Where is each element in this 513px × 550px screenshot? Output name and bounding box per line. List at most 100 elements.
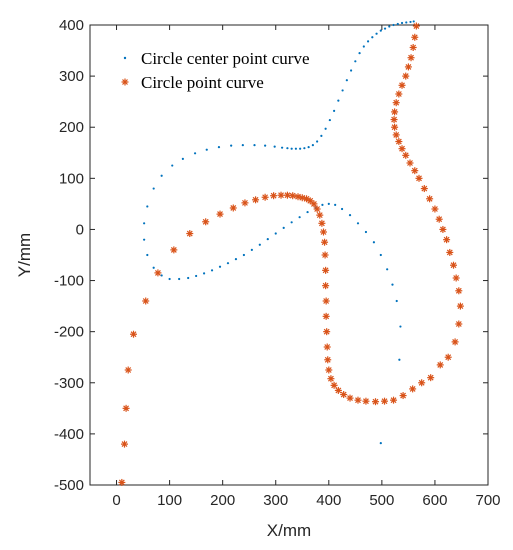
- circle-point-stroke: [416, 175, 422, 182]
- center-point: [412, 20, 415, 23]
- circle-point: [322, 266, 330, 274]
- circle-point-stroke: [327, 375, 334, 382]
- center-point: [324, 127, 327, 130]
- y-tick-label: -100: [54, 273, 84, 290]
- data-layer: [118, 20, 464, 486]
- center-point: [299, 147, 302, 150]
- circle-point-stroke: [123, 405, 130, 412]
- circle-point-stroke: [278, 192, 284, 199]
- circle-point-stroke: [142, 298, 149, 304]
- center-point: [333, 109, 336, 112]
- circle-point-stroke: [311, 200, 317, 207]
- circle-point: [381, 397, 389, 405]
- circle-point: [319, 228, 327, 236]
- circle-point-stroke: [303, 195, 310, 202]
- circle-point-stroke: [446, 249, 453, 256]
- circle-point-stroke: [322, 267, 329, 274]
- y-tick-label: -200: [54, 324, 84, 341]
- circle-point: [391, 108, 399, 116]
- center-point: [372, 241, 376, 244]
- circle-point-stroke: [381, 398, 388, 405]
- circle-point-stroke: [299, 194, 306, 201]
- circle-point: [120, 440, 128, 448]
- circle-point-stroke: [399, 145, 405, 152]
- circle-point: [446, 248, 454, 256]
- circle-point-stroke: [393, 131, 400, 138]
- circle-point: [354, 396, 362, 404]
- circle-point: [411, 167, 419, 175]
- circle-point: [323, 328, 331, 336]
- circle-point-stroke: [202, 218, 209, 225]
- circle-point: [118, 478, 126, 486]
- circle-point: [346, 394, 354, 402]
- circle-point: [415, 174, 423, 182]
- circle-point-stroke: [270, 192, 277, 199]
- x-tick-label: 600: [422, 492, 447, 509]
- center-point: [181, 157, 184, 161]
- legend-marker-circle-point: [121, 78, 129, 86]
- circle-point-stroke: [409, 385, 416, 392]
- ticks-layer: 0 100 200 300 400 500 600 700 -500 -400 -300 -200 -1…: [54, 17, 501, 509]
- circle-point: [252, 196, 260, 204]
- center-point: [143, 222, 146, 225]
- x-tick-label: 300: [263, 492, 288, 509]
- center-point: [399, 325, 402, 328]
- circle-point-stroke: [284, 192, 291, 199]
- circle-point: [289, 192, 297, 200]
- circle-point: [321, 251, 329, 259]
- circle-point-stroke: [391, 124, 398, 131]
- center-point: [286, 147, 289, 150]
- circle-point: [327, 375, 335, 383]
- circle-point-stroke: [355, 397, 361, 404]
- circle-point-stroke: [411, 34, 418, 41]
- center-point: [171, 164, 174, 167]
- circle-point-stroke: [325, 367, 332, 373]
- circle-point-stroke: [252, 196, 259, 203]
- center-point: [356, 222, 360, 225]
- y-tick-label: 400: [59, 17, 84, 34]
- circle-point: [407, 54, 415, 62]
- circle-point: [390, 396, 398, 404]
- center-point: [366, 40, 370, 43]
- circle-point: [310, 200, 318, 208]
- circle-point: [402, 151, 410, 159]
- center-point: [193, 152, 197, 155]
- circle-point: [392, 99, 400, 107]
- circle-point: [398, 145, 406, 153]
- circle-point-stroke: [186, 230, 193, 237]
- circle-point: [412, 22, 420, 30]
- circle-point: [451, 338, 459, 346]
- circle-point: [130, 330, 138, 338]
- circle-point-stroke: [407, 160, 413, 166]
- circle-point-stroke: [411, 167, 418, 174]
- center-point: [282, 226, 285, 230]
- center-point: [409, 20, 412, 24]
- circle-point-stroke: [427, 374, 434, 381]
- center-point: [320, 134, 323, 138]
- circle-point: [392, 131, 400, 139]
- center-point: [379, 29, 382, 32]
- circle-point: [371, 398, 379, 406]
- circle-point-stroke: [331, 382, 338, 389]
- circle-point: [124, 366, 132, 374]
- center-point: [241, 144, 244, 147]
- circle-point: [142, 297, 150, 305]
- center-point: [210, 269, 214, 272]
- center-point: [250, 248, 253, 251]
- center-point: [160, 174, 163, 177]
- circle-point: [456, 302, 464, 310]
- circle-point: [409, 385, 417, 393]
- circle-point-stroke: [262, 194, 269, 201]
- circle-point-stroke: [125, 367, 132, 373]
- circle-point: [277, 191, 285, 199]
- center-point: [226, 262, 230, 265]
- circle-point-stroke: [413, 23, 420, 29]
- circle-point-stroke: [320, 229, 327, 235]
- center-point: [195, 274, 198, 278]
- center-point: [218, 265, 222, 268]
- circle-point-stroke: [443, 236, 450, 243]
- center-point: [362, 45, 365, 48]
- circle-point-stroke: [170, 246, 177, 253]
- circle-point: [420, 185, 428, 193]
